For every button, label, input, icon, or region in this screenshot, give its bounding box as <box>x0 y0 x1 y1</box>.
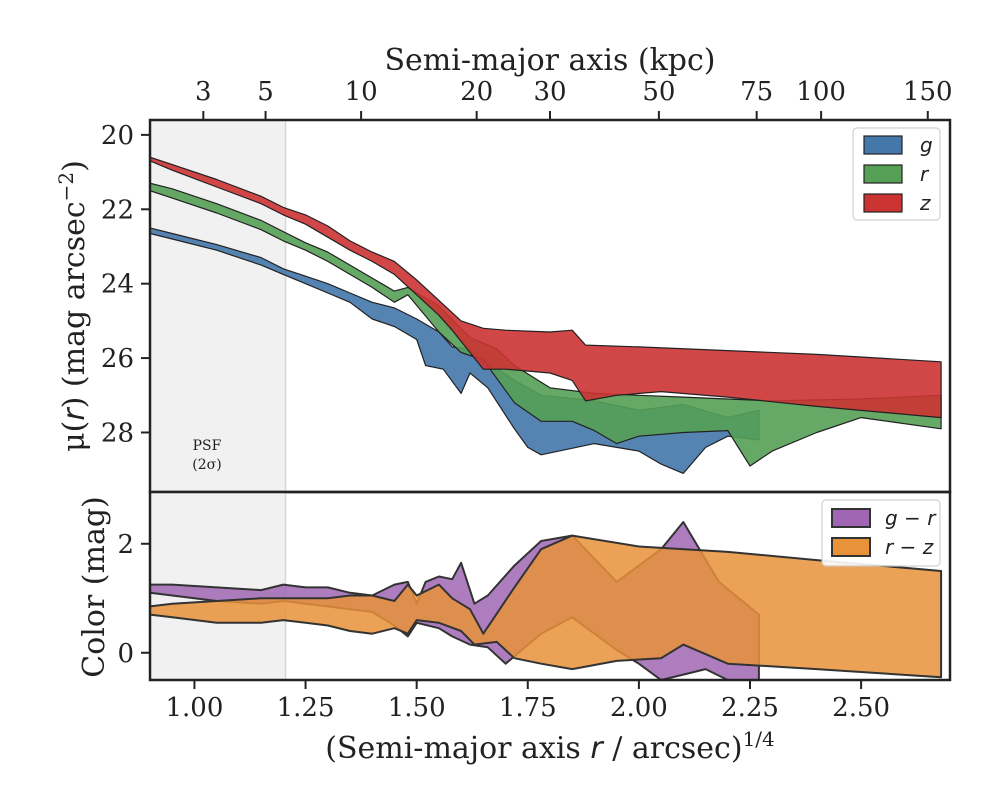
x-tick-label: 2.00 <box>610 693 668 723</box>
top-tick-label: 3 <box>195 77 212 107</box>
y-tick-label: 24 <box>101 270 134 300</box>
x-tick-label: 1.50 <box>388 693 446 723</box>
psf-label-line2: (2σ) <box>192 457 221 473</box>
top-axis-title: Semi-major axis (kpc) <box>385 43 716 78</box>
top-tick-label: 20 <box>460 77 493 107</box>
psf-region <box>150 120 286 492</box>
x-tick-label: 2.25 <box>721 693 779 723</box>
band-z <box>150 156 942 419</box>
band-r <box>150 182 942 467</box>
band-r-z <box>150 534 943 679</box>
y-tick-label: 20 <box>101 121 134 151</box>
surface-brightness-series <box>150 156 942 474</box>
legend-swatch-z <box>863 193 903 213</box>
legend-label-r-z: r − z <box>885 535 934 559</box>
y-tick-label: 26 <box>101 344 134 374</box>
bottom-plot-frame <box>148 490 952 682</box>
top-tick-label: 5 <box>257 77 274 107</box>
top-x-axis: 3 5 10 20 30 50 75 100 150 <box>195 77 953 120</box>
y-tick-label: 2 <box>117 530 134 560</box>
legend-swatch-r <box>863 164 903 184</box>
color-series <box>150 521 943 680</box>
top-y-axis: 20 22 24 26 28 <box>101 121 150 448</box>
top-tick-label: 30 <box>533 77 566 107</box>
legend-label-g: g <box>920 133 933 157</box>
x-tick-label: 1.75 <box>499 693 557 723</box>
bottom-x-axis: 1.00 1.25 1.50 1.75 2.00 2.25 2.50 <box>165 680 890 723</box>
bottom-y-axis: 02 <box>117 530 150 669</box>
top-tick-label: 100 <box>796 77 846 107</box>
legend-label-r: r <box>920 162 930 186</box>
y-tick-label: 0 <box>117 639 134 669</box>
bottom-x-axis-label: (Semi-major axis r / arcsec)1/4 <box>325 727 775 766</box>
y-tick-label: 28 <box>101 418 134 448</box>
top-tick-label: 150 <box>903 77 953 107</box>
surface-brightness-panel: PSF (2σ) 20 22 24 26 28 3 5 10 20 30 50 75 100 150 S… <box>54 43 953 494</box>
top-legend: grz <box>852 127 941 221</box>
x-tick-label: 2.50 <box>832 693 890 723</box>
psf-label-line1: PSF <box>193 438 222 454</box>
legend-swatch-r-z <box>831 537 871 557</box>
top-tick-label: 50 <box>642 77 675 107</box>
color-panel: 02 1.00 1.25 1.50 1.75 2.00 2.25 2.50 Color (m… <box>77 490 952 766</box>
legend-swatch-g-r <box>831 508 871 528</box>
x-tick-label: 1.25 <box>277 693 335 723</box>
legend-label-g-r: g − r <box>885 506 937 530</box>
top-tick-label: 75 <box>740 77 773 107</box>
top-y-axis-label: μ(r) (mag arcsec−2) <box>54 160 92 452</box>
bottom-y-axis-label: Color (mag) <box>77 496 112 678</box>
legend-label-z: z <box>919 191 931 215</box>
y-tick-label: 22 <box>101 195 134 225</box>
legend-swatch-g <box>863 135 903 155</box>
x-tick-label: 1.00 <box>165 693 223 723</box>
top-tick-label: 10 <box>345 77 378 107</box>
bottom-legend: g − r r − z <box>821 499 941 567</box>
